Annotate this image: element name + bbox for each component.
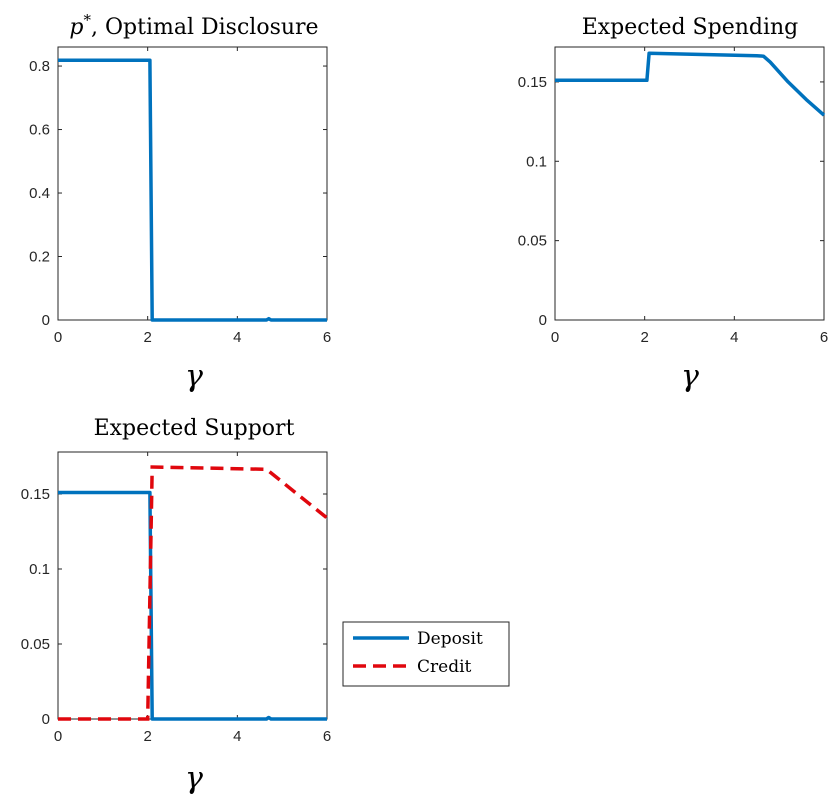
x-tick-label: 0 xyxy=(54,329,62,346)
legend-label-deposit: Deposit xyxy=(417,629,483,649)
x-tick-label: 6 xyxy=(820,329,828,346)
x-tick-label: 4 xyxy=(730,329,738,346)
y-tick-label: 0.2 xyxy=(29,249,50,266)
y-tick-label: 0.1 xyxy=(29,561,50,578)
title-superscript: * xyxy=(84,11,92,29)
x-tick-label: 2 xyxy=(640,329,648,346)
y-tick-label: 0.15 xyxy=(21,486,50,503)
chart-optimal-disclosure: 0 2 4 6 0 0.2 0.4 0.6 0.8 p*, Optimal Disclosure γ xyxy=(29,11,331,394)
y-tick-label: 0 xyxy=(42,711,50,728)
x-tick-label: 6 xyxy=(323,329,331,346)
chart-expected-support: 0 2 4 6 0 0.05 0.1 0.15 Expected Support γ xyxy=(21,416,331,796)
y-tick-label: 0.8 xyxy=(29,58,50,75)
legend: Deposit Credit xyxy=(342,621,510,687)
chart-title: Expected Spending xyxy=(582,15,799,40)
series-line-1 xyxy=(58,58,327,322)
y-tick-label: 0.05 xyxy=(518,233,547,250)
x-tick-label: 4 xyxy=(233,728,241,745)
title-text: , Optimal Disclosure xyxy=(91,15,319,40)
series-line-deposit xyxy=(58,490,327,721)
axes-box xyxy=(554,46,825,321)
x-axis-label: γ xyxy=(681,359,699,394)
legend-label-credit: Credit xyxy=(417,657,472,677)
y-tick-label: 0 xyxy=(539,312,547,329)
x-tick-label: 6 xyxy=(323,728,331,745)
axes-box xyxy=(57,46,328,321)
x-tick-label: 2 xyxy=(143,728,151,745)
y-tick-label: 0.05 xyxy=(21,636,50,653)
series-line-credit xyxy=(58,465,329,721)
series-line-1 xyxy=(555,51,826,117)
chart-expected-spending: 0 2 4 6 0 0.05 0.1 0.15 Expected Spending γ xyxy=(518,15,828,394)
x-axis-label: γ xyxy=(185,761,203,796)
y-tick-label: 0 xyxy=(42,312,50,329)
y-tick-label: 0.4 xyxy=(29,185,50,202)
chart-title: Expected Support xyxy=(94,416,295,441)
title-symbol: p xyxy=(69,15,83,40)
chart-title: p*, Optimal Disclosure xyxy=(69,11,318,40)
x-tick-label: 4 xyxy=(233,329,241,346)
x-tick-label: 2 xyxy=(143,329,151,346)
y-tick-label: 0.15 xyxy=(518,74,547,91)
y-tick-label: 0.1 xyxy=(526,153,547,170)
y-tick-label: 0.6 xyxy=(29,122,50,139)
x-tick-label: 0 xyxy=(551,329,559,346)
legend-box xyxy=(342,621,510,687)
x-tick-label: 0 xyxy=(54,728,62,745)
x-axis-label: γ xyxy=(185,359,203,394)
